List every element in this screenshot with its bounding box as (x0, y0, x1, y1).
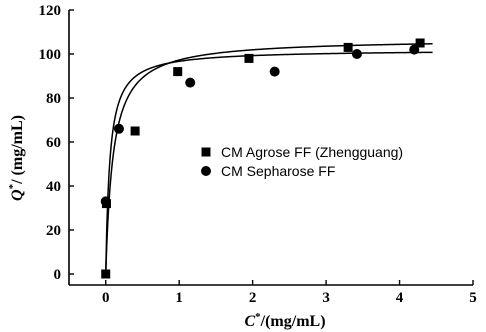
x-tick-label: 5 (469, 290, 477, 306)
fit-curve-series-1 (104, 51, 433, 275)
x-axis-symbol: C (244, 313, 255, 330)
axes (68, 9, 474, 286)
y-axis-superscript: * (7, 183, 19, 189)
fit-curve-series-2 (104, 43, 433, 275)
y-tick-label: 0 (54, 267, 62, 283)
legend: CM Agrose FF (Zhengguang) CM Sepharose F… (201, 144, 403, 179)
data-points (100, 38, 425, 279)
y-tick-label: 60 (46, 135, 61, 151)
data-point-circle (409, 44, 420, 55)
y-tick-label: 80 (46, 91, 61, 107)
tick-labels: 0 20 40 60 80 100 120 0 1 2 3 4 5 (39, 3, 477, 306)
x-tick-label: 0 (102, 290, 110, 306)
x-tick-label: 1 (175, 290, 183, 306)
legend-marker-square (201, 147, 211, 157)
y-axis-symbol: Q (9, 189, 26, 201)
data-point-circle (113, 123, 124, 134)
data-point-square (101, 269, 111, 279)
data-point-circle (351, 49, 362, 59)
legend-label-series-1: CM Agrose FF (Zhengguang) (221, 144, 403, 160)
data-point-square (415, 38, 425, 48)
x-tick-label: 4 (396, 290, 404, 306)
data-point-circle (100, 196, 111, 207)
data-point-circle (185, 77, 196, 88)
legend-label-series-2: CM Sepharose FF (221, 163, 335, 179)
data-point-square (130, 126, 140, 136)
data-point-square (173, 67, 183, 77)
y-tick-label: 100 (39, 47, 62, 63)
x-axis-unit: /(mg/mL) (260, 313, 326, 330)
data-point-square (244, 53, 254, 63)
fit-curves (104, 43, 433, 275)
x-tick-label: 2 (249, 290, 257, 306)
y-axis-unit: / (mg/mL) (9, 115, 26, 185)
x-tick-label: 3 (322, 290, 330, 306)
y-tick-label: 40 (46, 179, 61, 195)
legend-marker-circle (201, 166, 211, 176)
data-point-square (343, 42, 353, 52)
y-axis-title: Q*/ (mg/mL) (7, 115, 26, 201)
data-point-circle (269, 66, 280, 77)
x-axis-title: C*/(mg/mL) (244, 311, 325, 330)
y-tick-label: 20 (46, 223, 61, 239)
x-axis-superscript: * (255, 311, 261, 323)
y-tick-label: 120 (39, 3, 62, 19)
